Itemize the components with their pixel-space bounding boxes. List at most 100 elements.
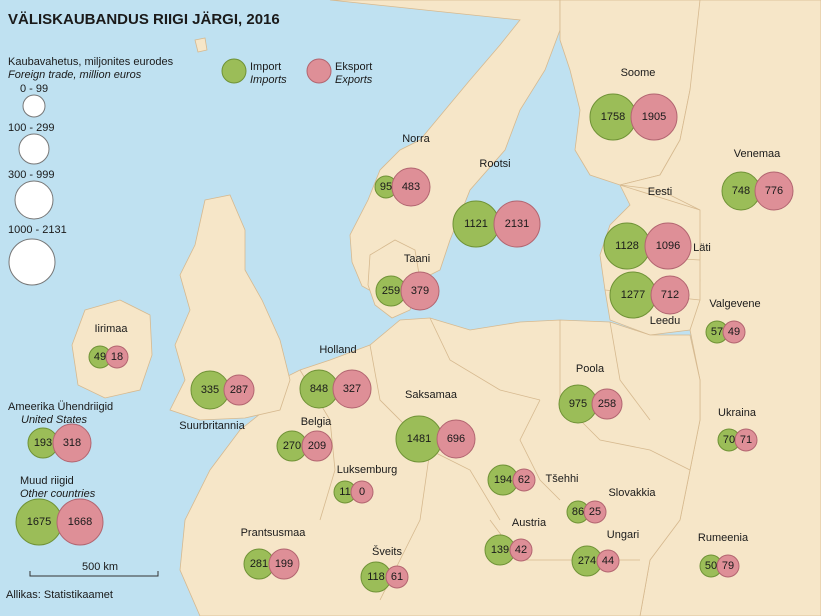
size-legend: Kaubavahetus, miljonites eurodes Foreign… (8, 56, 174, 286)
luksemburg-export-circle (350, 480, 374, 504)
extra-united-states-export-circle (52, 423, 92, 463)
ungari-export-value: 44 (602, 555, 614, 567)
slovakkia-export-circle (583, 500, 607, 524)
prantsusmaa-export-circle (268, 548, 300, 580)
slovakkia-import-value: 86 (572, 506, 584, 518)
poola-export-circle (591, 388, 623, 420)
prantsusmaa-import-value: 281 (250, 558, 268, 570)
size-class-2: 100 - 299 (8, 122, 54, 134)
map-title: VÄLISKAUBANDUS RIIGI JÄRGI, 2016 (8, 11, 280, 28)
sveits-export-value: 61 (391, 571, 403, 583)
import-legend-label-en: Imports (250, 74, 287, 86)
export-legend-label-en: Exports (335, 74, 373, 86)
valgevene-export-circle (722, 320, 746, 344)
size-circle-2 (18, 133, 50, 165)
size-class-1: 0 - 99 (20, 83, 48, 95)
label-rootsi: Rootsi (479, 158, 510, 170)
leedu-export-circle (650, 275, 690, 315)
suurbritannia-export-circle (223, 374, 255, 406)
norra-import-value: 95 (380, 181, 392, 193)
ukraina-import-value: 70 (723, 434, 735, 446)
label-leedu: Leedu (650, 315, 681, 327)
land-scandinavia (329, 0, 561, 301)
lati-import-value: 1128 (615, 240, 639, 252)
rootsi-import-value: 1121 (464, 218, 488, 230)
austria-export-circle (509, 538, 533, 562)
iirimaa-export-value: 18 (111, 351, 123, 363)
label-lati: Läti (693, 242, 711, 254)
iirimaa-export-circle (105, 345, 129, 369)
label-holland: Holland (319, 344, 356, 356)
label-tsehhi: Tšehhi (545, 473, 578, 485)
tsehhi-export-circle (512, 468, 536, 492)
size-legend-heading: Kaubavahetus, miljonites eurodes (8, 56, 174, 68)
luksemburg-export-value: 0 (359, 486, 365, 498)
size-circle-1 (22, 94, 46, 118)
label-valgevene: Valgevene (709, 298, 760, 310)
holland-export-circle (332, 369, 372, 409)
label-austria: Austria (512, 517, 547, 529)
size-circle-3 (14, 180, 54, 220)
label-venemaa: Venemaa (734, 148, 781, 160)
norra-export-value: 483 (402, 181, 420, 193)
prantsusmaa-export-value: 199 (275, 558, 293, 570)
rootsi-export-value: 2131 (505, 218, 529, 230)
venemaa-import-value: 748 (732, 185, 750, 197)
belgia-export-circle (301, 430, 333, 462)
label-ungari: Ungari (607, 529, 639, 541)
label-usa-en: United States (21, 414, 88, 426)
country-labels: Soome Norra Rootsi Venemaa Eesti Läti Le… (94, 67, 781, 558)
export-legend-swatch (306, 58, 332, 84)
iirimaa-import-value: 49 (94, 351, 106, 363)
import-legend-swatch (221, 58, 247, 84)
label-taani: Taani (404, 253, 430, 265)
leedu-import-value: 1277 (621, 289, 645, 301)
series-legend: Import Imports Eksport Exports (221, 58, 373, 86)
extra-united-states-export-value: 318 (63, 437, 81, 449)
country-symbols: 1758 1905 95 483 1121 2131 748 776 1128 1096 1277 7… (15, 93, 794, 593)
scale-bar: 500 km (29, 561, 159, 577)
ungari-import-value: 274 (578, 555, 596, 567)
valgevene-export-value: 49 (728, 326, 740, 338)
holland-export-value: 327 (343, 383, 361, 395)
label-slovakkia: Slovakkia (608, 487, 656, 499)
valgevene-import-value: 57 (711, 326, 723, 338)
austria-export-value: 42 (515, 544, 527, 556)
label-usa: Ameerika Ühendriigid (8, 401, 113, 413)
extra-other-countries-import-value: 1675 (27, 516, 51, 528)
label-suurbritannia: Suurbritannia (179, 420, 245, 432)
label-belgia: Belgia (301, 416, 332, 428)
rumeenia-export-circle (716, 554, 740, 578)
leedu-export-value: 712 (661, 289, 679, 301)
venemaa-export-value: 776 (765, 185, 783, 197)
slovakkia-export-value: 25 (589, 506, 601, 518)
tsehhi-export-value: 62 (518, 474, 530, 486)
saksamaa-import-value: 1481 (407, 433, 431, 445)
label-rumeenia: Rumeenia (698, 532, 749, 544)
rumeenia-import-value: 50 (705, 560, 717, 572)
size-legend-heading-en: Foreign trade, million euros (8, 69, 142, 81)
norra-export-circle (391, 167, 431, 207)
size-class-3: 300 - 999 (8, 169, 54, 181)
label-ukraina: Ukraina (718, 407, 757, 419)
ungari-export-circle (596, 549, 620, 573)
label-other: Muud riigid (20, 475, 74, 487)
size-circle-4 (8, 238, 56, 286)
extra-partners: Ameerika Ühendriigid United States Muud … (8, 401, 113, 500)
saksamaa-export-circle (436, 419, 476, 459)
holland-import-value: 848 (310, 383, 328, 395)
austria-import-value: 139 (491, 544, 509, 556)
lati-export-value: 1096 (656, 240, 680, 252)
lati-export-circle (644, 222, 692, 270)
label-luksemburg: Luksemburg (337, 464, 398, 476)
taani-export-value: 379 (411, 285, 429, 297)
belgia-import-value: 270 (283, 440, 301, 452)
label-other-en: Other countries (20, 488, 96, 500)
import-legend-label: Import (250, 61, 281, 73)
label-prantsusmaa: Prantsusmaa (241, 527, 307, 539)
soome-import-value: 1758 (601, 111, 625, 123)
label-saksamaa: Saksamaa (405, 389, 458, 401)
belgia-export-value: 209 (308, 440, 326, 452)
rumeenia-export-value: 79 (722, 560, 734, 572)
ukraina-export-circle (734, 428, 758, 452)
